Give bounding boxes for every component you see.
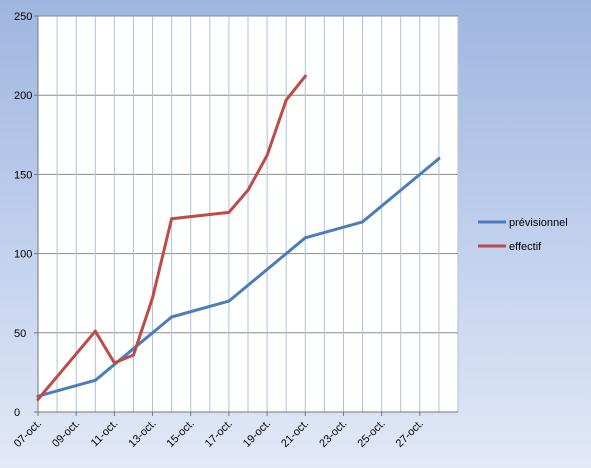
x-tick-label: 15-oct. [165,418,197,450]
data-point [112,361,116,365]
data-point [303,74,307,78]
legend-label: prévisionnel [509,217,568,229]
data-point [227,210,231,214]
data-point [93,329,97,333]
x-tick-label: 09-oct. [50,418,82,450]
data-point [170,217,174,221]
data-point [131,353,135,357]
y-tick-label: 250 [14,11,32,23]
x-tick-label: 23-oct. [317,418,349,450]
data-point [265,153,269,157]
y-tick-label: 100 [14,249,32,261]
x-tick-label: 07-oct. [12,418,44,450]
y-tick-label: 50 [14,328,26,340]
data-point [361,220,365,224]
x-tick-labels: 07-oct. 09-oct. 11-oct. 13-oct. 15-oct. 17-oc… [12,418,426,450]
data-point [284,98,288,102]
legend: prévisionnel effectif [478,217,568,253]
x-tick-label: 17-oct. [203,418,235,450]
y-tick-labels: 0 50 100 150 200 250 [14,11,32,419]
data-point [93,378,97,382]
data-point [303,236,307,240]
data-point [437,157,441,161]
y-tick-label: 200 [14,90,32,102]
x-tick-label: 27-oct. [394,418,426,450]
x-gridlines [37,16,459,416]
data-point [151,296,155,300]
data-point [170,315,174,319]
x-tick-label: 19-oct. [241,418,273,450]
axes [37,16,458,413]
legend-label: effectif [509,241,542,253]
x-tick-label: 13-oct. [126,418,158,450]
data-point [36,397,40,401]
x-tick-label: 11-oct. [89,418,121,450]
y-tick-label: 150 [14,169,32,181]
x-tick-label: 21-oct. [279,418,311,450]
x-tick-label: 25-oct. [355,418,387,450]
data-point [246,188,250,192]
y-tick-label: 0 [14,407,20,419]
series-layer [36,74,441,401]
data-point [227,299,231,303]
